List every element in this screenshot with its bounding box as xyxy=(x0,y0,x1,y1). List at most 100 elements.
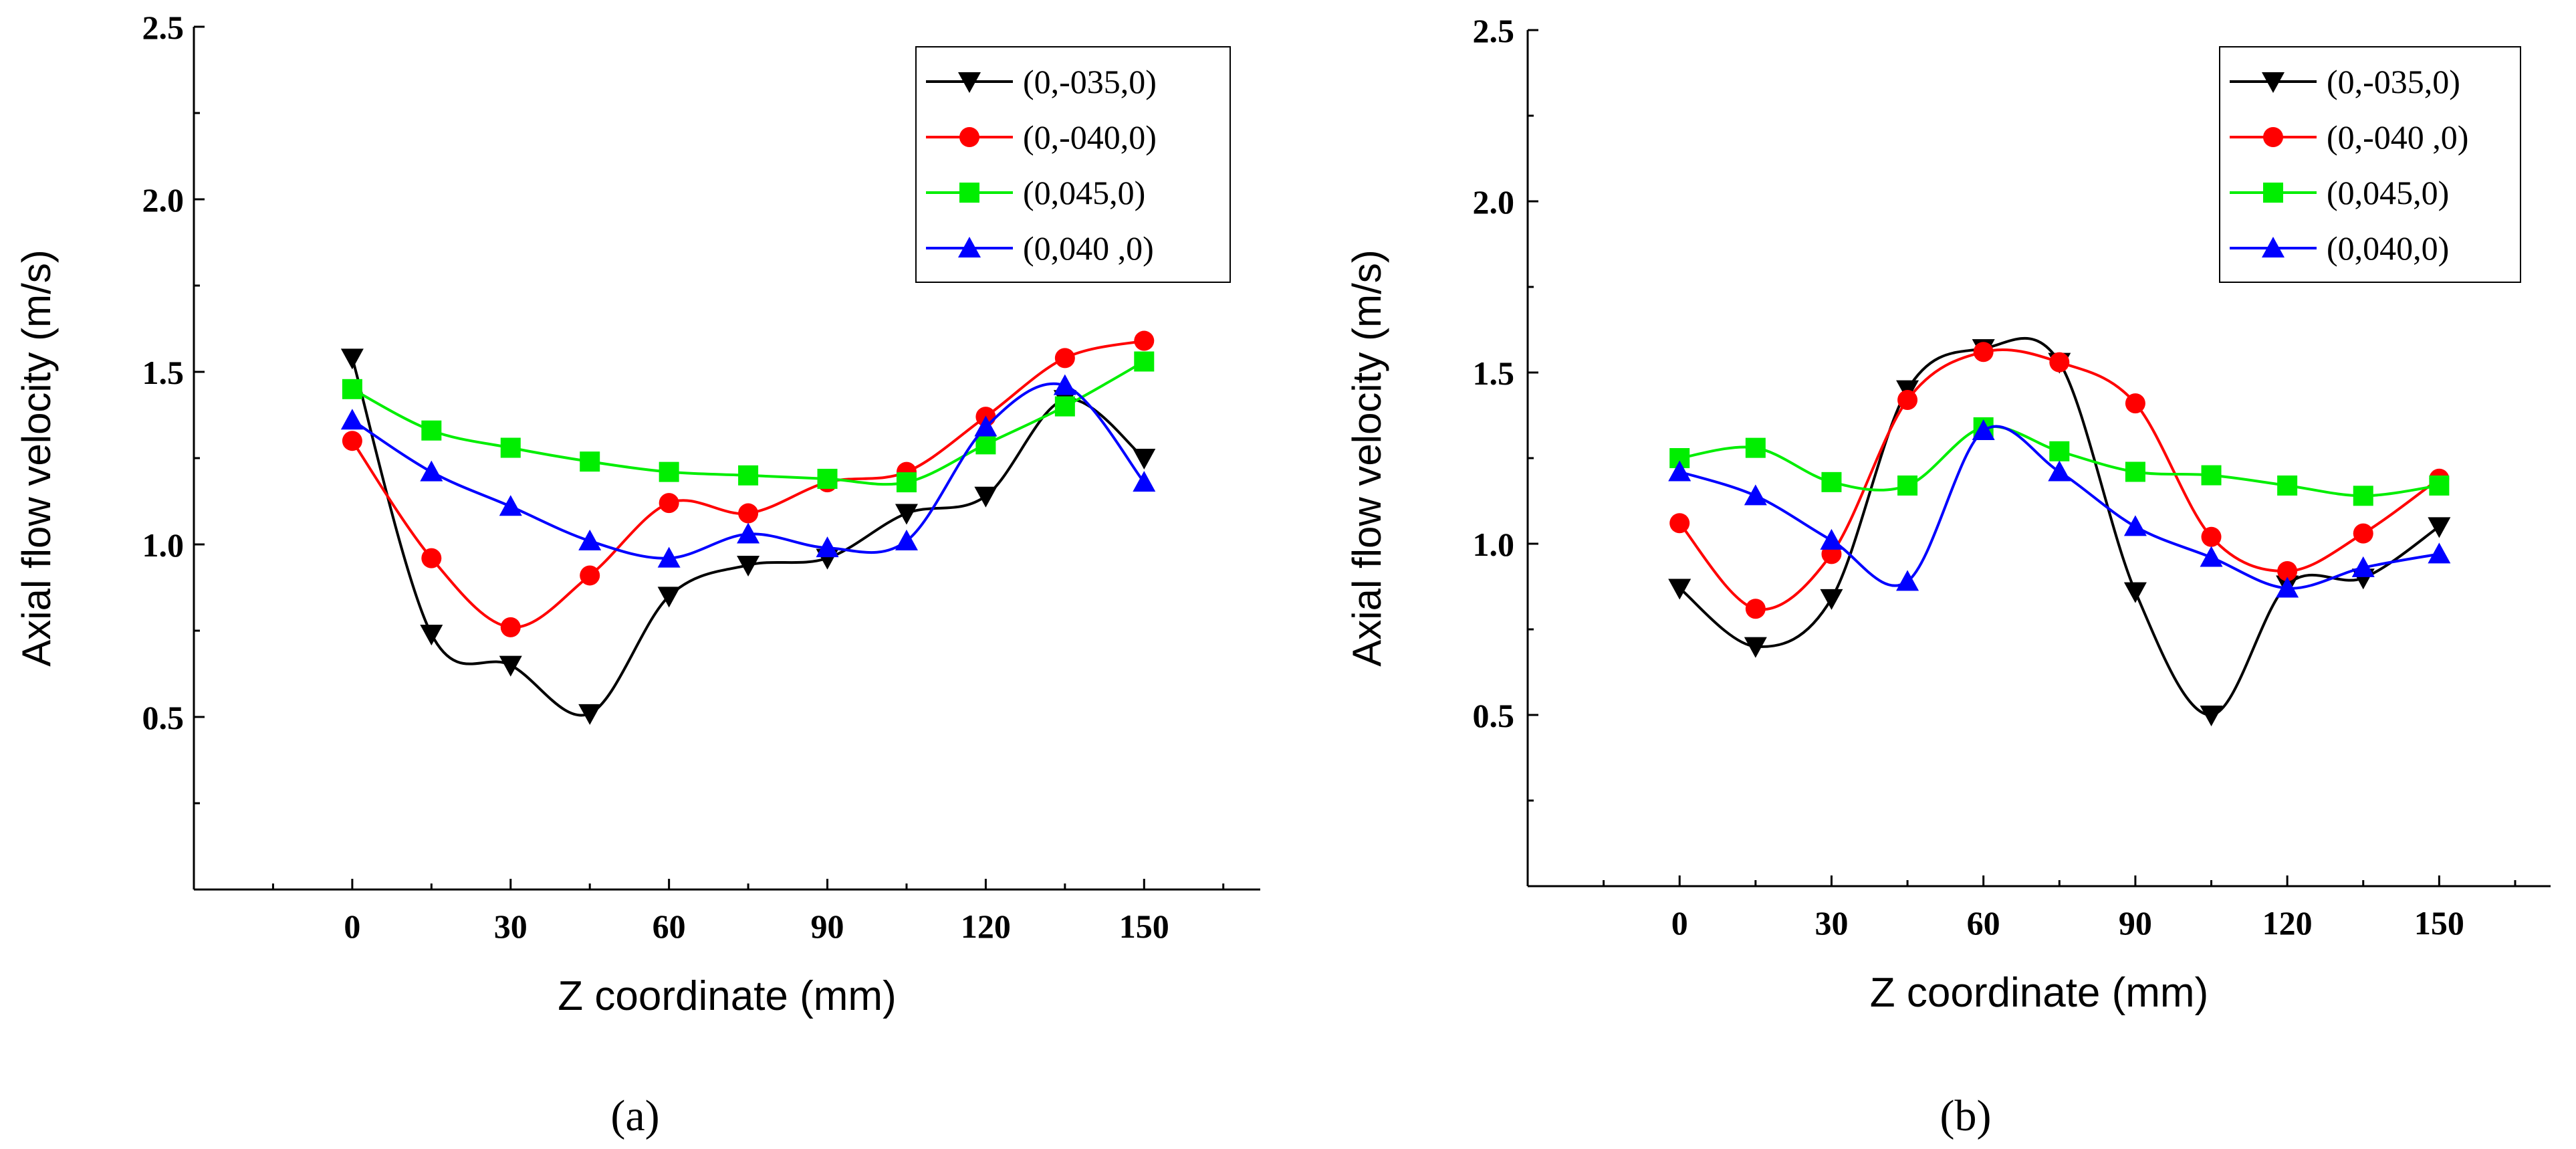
legend-swatch-marker xyxy=(2262,72,2285,93)
data-point xyxy=(1972,419,1995,441)
data-point xyxy=(975,434,996,455)
data-point xyxy=(2125,461,2145,482)
data-point xyxy=(974,415,998,437)
y-tick-label: 1.5 xyxy=(1473,354,1515,392)
data-point xyxy=(1133,471,1156,492)
y-tick-label: 1.0 xyxy=(1473,526,1515,563)
x-axis-title: Z coordinate (mm) xyxy=(1870,970,2208,1016)
series-0 xyxy=(340,348,1156,725)
legend-entry: (0,-040 ,0) xyxy=(2327,118,2468,156)
data-point xyxy=(895,504,918,525)
data-point xyxy=(1134,351,1155,372)
y-tick-label: 2.0 xyxy=(1473,183,1515,221)
series-2 xyxy=(342,351,1155,493)
x-tick-label: 60 xyxy=(653,908,686,945)
data-point xyxy=(2353,486,2373,506)
data-point xyxy=(578,529,602,550)
series-3 xyxy=(340,374,1156,568)
data-point xyxy=(2201,465,2222,486)
data-point xyxy=(421,420,442,441)
legend-entry: (0,045,0) xyxy=(1023,174,1145,211)
y-axis-title: Axial flow velocity (m/s) xyxy=(1344,249,1389,666)
data-point xyxy=(738,503,759,524)
data-point xyxy=(1134,330,1155,351)
series-1 xyxy=(342,330,1155,637)
x-axis-title: Z coordinate (mm) xyxy=(558,973,896,1019)
data-point xyxy=(657,546,681,568)
data-point xyxy=(737,555,760,577)
data-point xyxy=(499,495,522,516)
x-tick-label: 0 xyxy=(1671,904,1688,942)
data-point xyxy=(1820,589,1843,610)
data-point xyxy=(340,348,364,370)
x-tick-label: 120 xyxy=(961,908,1011,945)
data-point xyxy=(2428,542,2451,564)
data-point xyxy=(500,617,521,637)
legend: (0,-035,0) (0,-040,0) (0,045,0) (0,040 ,0) xyxy=(915,46,1231,283)
data-point xyxy=(1744,484,1767,506)
series-line xyxy=(351,382,1145,560)
panel-label: (a) xyxy=(610,1091,659,1140)
data-point xyxy=(657,587,681,608)
data-point xyxy=(2048,460,2071,482)
data-point xyxy=(420,460,443,482)
legend-entry: (0,-040,0) xyxy=(1023,118,1157,156)
series-line xyxy=(1678,336,2440,717)
x-tick-label: 90 xyxy=(2119,904,2152,942)
x-tick-label: 120 xyxy=(2262,904,2313,942)
series-2 xyxy=(1669,417,2450,506)
legend-swatch-marker xyxy=(958,237,981,257)
legend-entry: (0,040,0) xyxy=(2327,229,2449,267)
data-point xyxy=(2049,441,2070,461)
data-point xyxy=(2276,577,2299,598)
data-point xyxy=(1053,374,1076,395)
data-point xyxy=(578,704,602,725)
x-tick-label: 0 xyxy=(344,908,360,945)
data-point xyxy=(1897,389,1918,410)
series-3 xyxy=(1668,419,2451,598)
legend-entry: (0,-035,0) xyxy=(2327,63,2460,100)
data-point xyxy=(1668,460,1691,482)
data-point xyxy=(738,465,759,486)
y-tick-label: 0.5 xyxy=(142,699,185,736)
x-tick-label: 150 xyxy=(1119,908,1169,945)
chart-panel-b: 0.5 1.0 1.5 2.0 2.5 0 30 60 90 120 150 Z coordinate… xyxy=(1344,12,2551,1140)
y-tick-label: 1.5 xyxy=(142,354,185,391)
data-point xyxy=(2428,517,2451,538)
data-point xyxy=(1668,579,1691,600)
series-0 xyxy=(1668,336,2451,726)
y-tick-label: 0.5 xyxy=(1473,697,1515,734)
data-point xyxy=(2353,523,2373,544)
data-point xyxy=(499,655,522,677)
data-point xyxy=(500,437,521,458)
legend-swatch-marker xyxy=(2262,237,2285,257)
data-point xyxy=(340,409,364,430)
data-point xyxy=(1820,528,1843,550)
data-point xyxy=(421,548,442,568)
data-point xyxy=(895,529,918,550)
legend-entry: (0,045,0) xyxy=(2327,174,2449,211)
data-point xyxy=(1897,475,1918,496)
data-point xyxy=(2049,352,2070,373)
series-1 xyxy=(1669,342,2450,619)
legend-entry: (0,040 ,0) xyxy=(1023,229,1154,267)
legend-swatch-marker xyxy=(2263,183,2283,203)
data-point xyxy=(1054,348,1075,369)
y-axis-title: Axial flow velocity (m/s) xyxy=(14,249,59,666)
data-point xyxy=(659,493,679,514)
data-point xyxy=(1744,637,1767,658)
legend-swatch-marker xyxy=(959,183,979,203)
data-point xyxy=(1973,342,1994,362)
data-point xyxy=(737,522,760,544)
data-point xyxy=(2277,475,2298,496)
series-line xyxy=(1679,425,2440,590)
data-point xyxy=(2351,556,2375,577)
y-tick-label: 2.5 xyxy=(1473,12,1515,49)
data-point xyxy=(659,461,679,482)
data-point xyxy=(1821,472,1842,492)
panel-label: (b) xyxy=(1940,1091,1992,1140)
data-point xyxy=(2200,706,2223,726)
series-line xyxy=(350,357,1145,717)
y-tick-label: 2.5 xyxy=(142,9,185,46)
legend-swatch-marker xyxy=(959,127,979,147)
